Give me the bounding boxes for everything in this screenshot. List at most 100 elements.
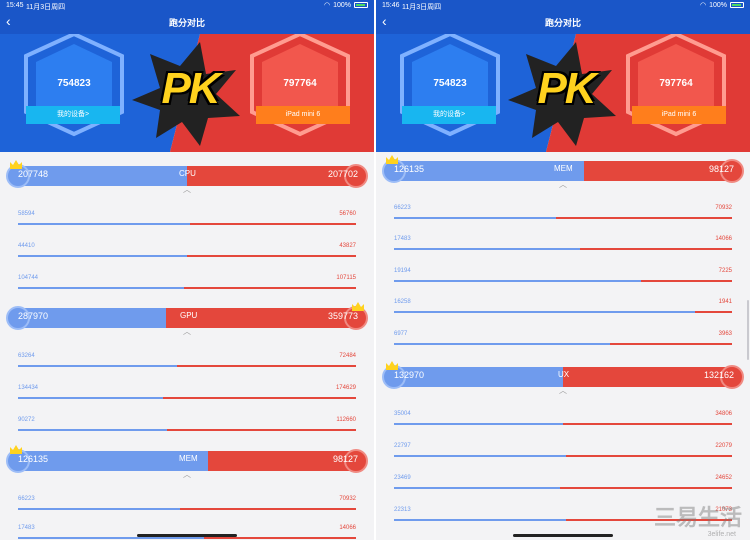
row-mine-score: 23469	[394, 475, 411, 481]
row-other-score: 34806	[715, 411, 732, 417]
mine-dot	[6, 306, 30, 330]
list-item: 58594 56760	[0, 204, 374, 238]
pk-logo: PK	[537, 64, 596, 113]
mem-mine-score: 126135	[394, 164, 425, 174]
crown-icon	[10, 160, 22, 169]
row-other-score: 70932	[339, 496, 356, 502]
category-mem[interactable]: 126135 MEM 98127 ︿	[0, 443, 374, 479]
other-device-score: 797764	[283, 78, 317, 89]
row-mine-score: 63264	[18, 353, 35, 359]
scrollbar[interactable]	[747, 300, 749, 360]
list-item: 66223 70932	[376, 198, 750, 232]
row-compare-line	[18, 537, 356, 539]
row-mine-score: 16258	[394, 299, 411, 305]
crown-icon	[352, 302, 364, 311]
row-other-score: 3963	[718, 331, 732, 337]
row-compare-line	[394, 311, 732, 313]
row-compare-line	[18, 287, 356, 289]
row-compare-line	[18, 255, 356, 257]
mem-mine-score: 126135	[18, 454, 49, 464]
category-bar	[8, 166, 366, 186]
category-cpu[interactable]: 207748 CPU 207702 ︿	[0, 158, 374, 194]
category-ux[interactable]: 132970 UX 132162 ︿	[376, 359, 750, 395]
cpu-mine-score: 207748	[18, 169, 49, 179]
row-other-score: 112660	[336, 417, 356, 423]
row-mine-score: 134434	[18, 385, 39, 391]
panel-divider	[374, 0, 376, 540]
row-other-score: 22079	[715, 443, 732, 449]
gpu-label: GPU	[180, 311, 198, 320]
collapse-chevron-icon[interactable]: ︿	[559, 386, 567, 395]
row-compare-line	[394, 487, 732, 489]
other-device-badge: 797764	[252, 40, 348, 136]
my-device-score: 754823	[433, 78, 467, 89]
pk-banner: 754823 797764 我的设备> iPad mini 6 PK	[0, 34, 374, 152]
crown-icon	[386, 155, 398, 164]
nav-bar: 15:45 11月3日周四 ◠ 100% ‹ 跑分对比	[0, 0, 374, 34]
row-mine-score: 6977	[394, 331, 408, 337]
row-compare-line	[18, 429, 356, 431]
row-other-score: 1941	[718, 299, 732, 305]
row-compare-line	[394, 455, 732, 457]
list-item: 66223 70932	[0, 489, 374, 523]
mem-label: MEM	[179, 454, 198, 463]
list-item: 6977 3963	[376, 324, 750, 358]
status-indicators: ◠ 100%	[324, 1, 368, 9]
row-other-score: 14066	[715, 236, 732, 242]
other-device-badge: 797764	[628, 40, 724, 136]
category-bar	[384, 161, 742, 181]
gpu-other-score: 359773	[327, 311, 358, 321]
row-compare-line	[18, 223, 356, 225]
collapse-chevron-icon[interactable]: ︿	[559, 180, 567, 189]
row-mine-score: 58594	[18, 211, 35, 217]
ux-other-score: 132162	[703, 370, 734, 380]
right-screenshot: 15:46 11月3日周四 ◠ 100% ‹ 跑分对比 754823 79776…	[376, 0, 750, 540]
back-button[interactable]: ‹	[382, 13, 387, 29]
list-item: 44410 43827	[0, 236, 374, 270]
list-item: 19194 7225	[376, 261, 750, 295]
gpu-mine-score: 287970	[18, 311, 49, 321]
list-item: 134434 174629	[0, 378, 374, 412]
row-mine-score: 35004	[394, 411, 411, 417]
home-indicator[interactable]	[513, 534, 613, 537]
collapse-chevron-icon[interactable]: ︿	[183, 327, 191, 336]
back-button[interactable]: ‹	[6, 13, 11, 29]
row-other-score: 21073	[715, 507, 732, 513]
watermark-logo: 三易生活	[653, 506, 742, 531]
crown-icon	[386, 361, 398, 370]
row-other-score: 43827	[339, 243, 356, 249]
list-item: 90272 112660	[0, 410, 374, 444]
list-item: 17483 14066	[376, 229, 750, 263]
row-other-score: 107115	[336, 275, 356, 281]
list-item: 16258 1941	[376, 292, 750, 326]
row-compare-line	[394, 280, 732, 282]
category-mem[interactable]: 126135 MEM 98127 ︿	[376, 153, 750, 189]
watermark-url: 3elife.net	[707, 531, 736, 538]
list-item: 22313 21073	[376, 500, 750, 534]
row-mine-score: 66223	[394, 205, 411, 211]
category-bar	[8, 308, 366, 328]
battery-percent: 100%	[709, 1, 727, 9]
my-device-button[interactable]: 我的设备>	[402, 106, 496, 124]
collapse-chevron-icon[interactable]: ︿	[183, 185, 191, 194]
wifi-icon: ◠	[699, 2, 707, 9]
other-dot	[720, 159, 744, 183]
home-indicator[interactable]	[137, 534, 237, 537]
list-item: 63264 72484	[0, 346, 374, 380]
ux-label: UX	[558, 370, 570, 379]
category-gpu[interactable]: 287970 GPU 359773 ︿	[0, 300, 374, 336]
category-bar	[384, 367, 742, 387]
collapse-chevron-icon[interactable]: ︿	[183, 470, 191, 479]
row-compare-line	[394, 423, 732, 425]
row-compare-line	[18, 508, 356, 510]
list-item: 23469 24652	[376, 468, 750, 502]
row-other-score: 174629	[335, 385, 356, 391]
row-compare-line	[18, 365, 356, 367]
other-device-label: iPad mini 6	[632, 106, 726, 124]
row-other-score: 14066	[339, 525, 356, 531]
status-date: 11月3日周四	[26, 4, 66, 11]
category-bar	[8, 451, 366, 471]
my-device-button[interactable]: 我的设备>	[26, 106, 120, 124]
mem-other-score: 98127	[332, 454, 358, 464]
row-mine-score: 66223	[18, 496, 35, 502]
